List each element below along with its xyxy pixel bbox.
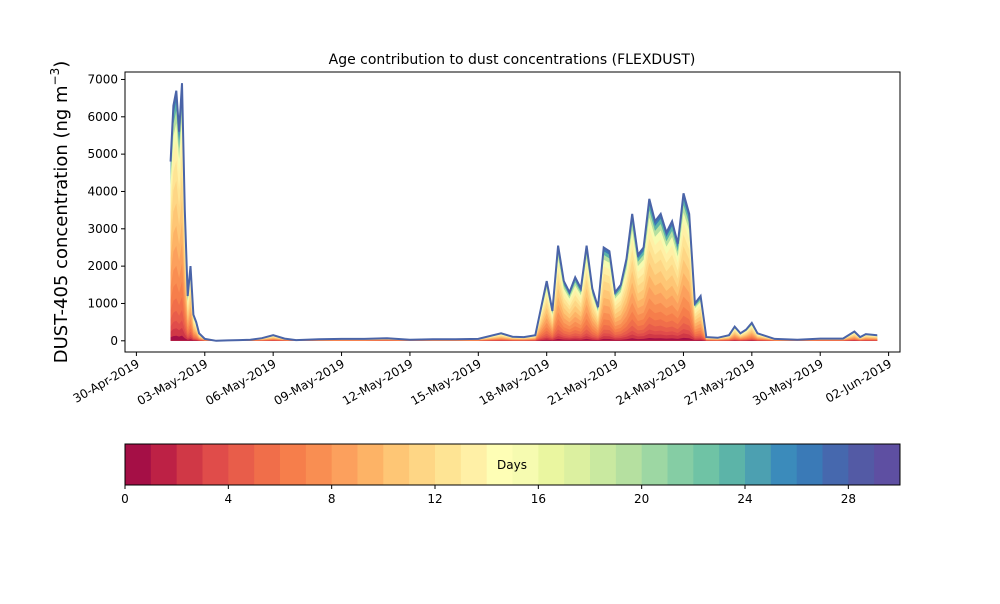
colorbar-segment [719,444,746,485]
y-tick-label: 5000 [87,147,118,161]
age-band-area [170,155,878,341]
colorbar-frame [124,443,901,486]
age-band-area [170,242,878,341]
y-tick-label: 7000 [87,72,118,86]
total-concentration-line [169,83,878,342]
colorbar-segment [150,444,178,485]
y-axis-label-exponent: −3 [48,68,62,86]
x-tick-label: 09-May-2019 [272,356,347,408]
chart-title: Age contribution to dust concentrations … [329,52,696,68]
colorbar-segment [228,444,255,485]
age-band-area [170,281,878,341]
colorbar-segment [822,444,849,485]
y-axis-label-close: ) [51,61,72,68]
colorbar-segment [331,444,358,485]
age-band-area [170,103,878,341]
x-tick-label: 27-May-2019 [682,356,757,408]
colorbar-segment [254,444,281,485]
y-tick-label: 4000 [87,184,118,198]
y-tick-label: 3000 [87,222,118,236]
age-band-area [170,93,878,341]
age-band-area [170,263,878,341]
y-tick-label: 1000 [87,296,118,310]
age-band-area [170,134,878,341]
axes-frame [124,71,901,353]
colorbar-segment [641,444,668,485]
colorbar-segment [538,444,565,485]
y-tick-label: 6000 [87,110,118,124]
colorbar-segment [202,444,229,485]
colorbar-tick-label: 4 [225,492,233,506]
colorbar-segment [590,444,617,485]
age-band-area [170,175,878,341]
colorbar-segment [615,444,643,485]
x-tick-label: 15-May-2019 [408,356,483,408]
colorbar-segment [383,444,410,485]
colorbar-segment [125,444,152,485]
colorbar-segment [305,444,333,485]
colorbar-segment [176,444,203,485]
age-band-area [170,83,878,341]
age-band-area [170,199,878,341]
y-tick-label: 0 [110,334,118,348]
colorbar-segment [848,444,875,485]
x-tick-label: 02-Jun-2019 [823,356,894,405]
colorbar-segment [409,444,436,485]
colorbar-segment [357,444,384,485]
age-band-area [170,222,878,341]
colorbar-segment [770,444,798,485]
colorbar-tick-label: 12 [427,492,442,506]
colorbar-tick-label: 0 [121,492,129,506]
colorbar-tick-label: 16 [531,492,546,506]
x-tick-label: 24-May-2019 [613,356,688,408]
age-band-area [170,116,878,341]
colorbar-segment [693,444,720,485]
colorbar-segment [460,444,488,485]
colorbar-tick-label: 24 [737,492,752,506]
colorbar-label: Days [497,458,527,472]
colorbar-tick-label: 8 [328,492,336,506]
colorbar-tick-label: 20 [634,492,649,506]
colorbar-segment [512,444,539,485]
y-tick-label: 2000 [87,259,118,273]
colorbar-segment [280,444,307,485]
x-tick-label: 30-Apr-2019 [71,356,142,405]
x-tick-label: 30-May-2019 [750,356,825,408]
x-tick-label: 06-May-2019 [203,356,278,408]
x-tick-label: 18-May-2019 [477,356,552,408]
x-tick-label: 12-May-2019 [340,356,415,408]
x-tick-label: 21-May-2019 [545,356,620,408]
colorbar-segment [564,444,591,485]
colorbar-segment [745,444,772,485]
colorbar-segment [796,444,823,485]
colorbar-segment [486,444,513,485]
colorbar-segment [435,444,462,485]
plot-area: 0 1000 2000 3000 4000 5000 6000 7000 30-Apr-2019… [71,71,901,408]
colorbar-tick-label: 28 [841,492,856,506]
y-axis-label: DUST-405 concentration (ng m−3) [48,61,72,364]
colorbar: 0 4 8 12 16 20 24 28 [121,443,901,506]
colorbar-segment [874,444,901,485]
x-tick-label: 03-May-2019 [135,356,210,408]
colorbar-segment [667,444,694,485]
age-band-area [170,297,878,341]
